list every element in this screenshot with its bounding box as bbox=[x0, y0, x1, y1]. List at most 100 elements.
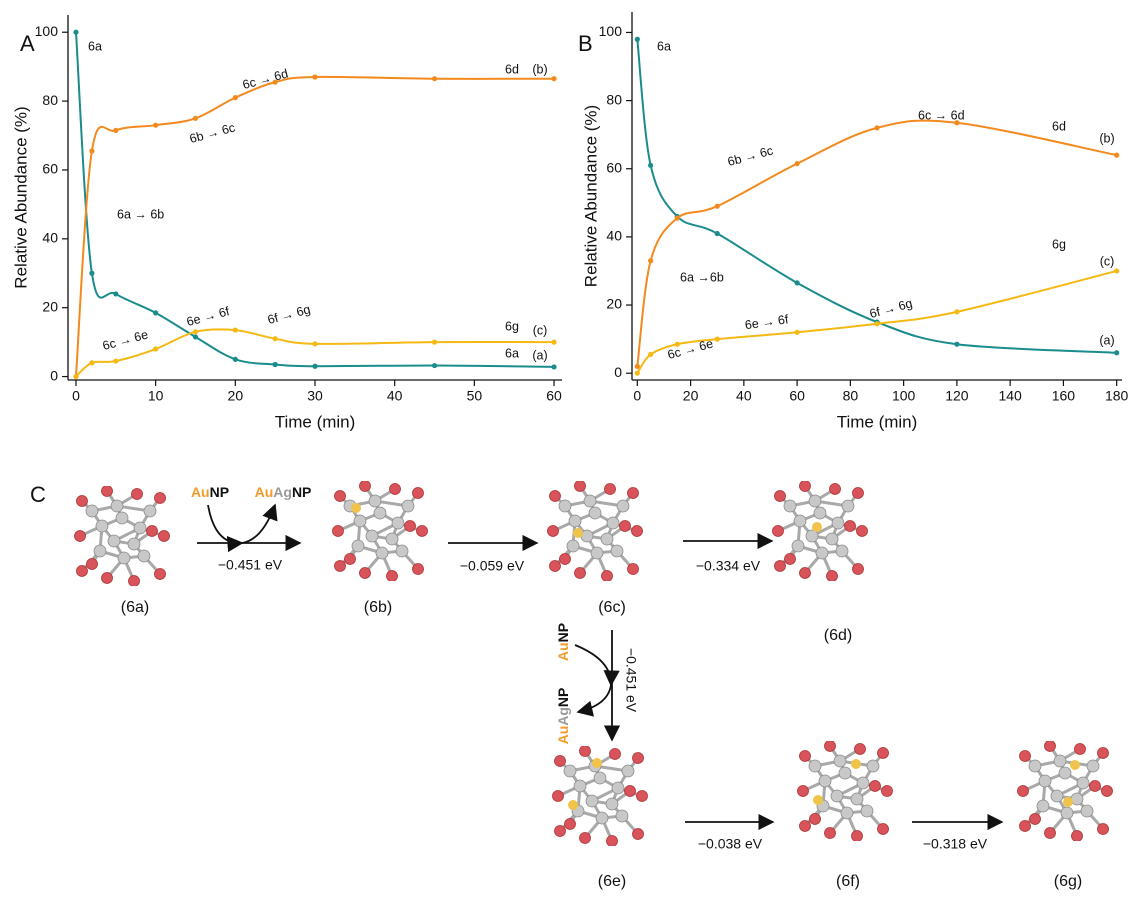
series-label: (b) bbox=[532, 62, 547, 76]
x-tick-label: 40 bbox=[387, 388, 403, 404]
data-point bbox=[193, 329, 198, 334]
annotation: 6c → 6d bbox=[241, 66, 290, 92]
gold-atom bbox=[813, 795, 823, 805]
x-tick-label: 20 bbox=[683, 388, 699, 404]
y-tick-label: 20 bbox=[42, 298, 58, 314]
arrow bbox=[208, 505, 242, 543]
data-point bbox=[635, 371, 640, 376]
data-point bbox=[551, 364, 556, 369]
y-tick-label: 100 bbox=[599, 23, 623, 39]
x-tick-label: 0 bbox=[633, 388, 641, 404]
reagent-part: Ag bbox=[555, 707, 571, 726]
compound-label: (6f) bbox=[836, 873, 860, 890]
data-point bbox=[1114, 268, 1119, 273]
data-point bbox=[551, 76, 556, 81]
arrow bbox=[575, 645, 611, 685]
arrow bbox=[578, 685, 611, 712]
compound-label: (6d) bbox=[824, 627, 852, 644]
data-point bbox=[874, 321, 879, 326]
energy-label: −0.451 eV bbox=[623, 648, 639, 713]
data-point bbox=[675, 216, 680, 221]
energy-label: −0.038 eV bbox=[698, 836, 763, 852]
cluster-6g bbox=[1018, 741, 1113, 842]
reagent-part: NP bbox=[292, 484, 311, 500]
series-label: (a) bbox=[1099, 333, 1114, 347]
x-tick-label: 120 bbox=[945, 388, 969, 404]
data-point bbox=[89, 271, 94, 276]
series-label: (c) bbox=[533, 323, 548, 337]
data-point bbox=[312, 364, 317, 369]
data-point bbox=[193, 334, 198, 339]
data-point bbox=[113, 291, 118, 296]
data-point bbox=[273, 336, 278, 341]
compound-label: (6g) bbox=[1054, 873, 1082, 890]
reagent: AuAgNP bbox=[255, 484, 312, 500]
annotation: 6c → 6e bbox=[101, 327, 150, 353]
x-tick-label: 50 bbox=[467, 388, 483, 404]
reagent-part: Au bbox=[555, 726, 571, 745]
scheme: C (6a) (6b) (6c) (6d) (6e) (6f) (6g) bbox=[30, 481, 1113, 891]
reagent: AuNP bbox=[191, 484, 229, 500]
cluster-6f bbox=[798, 741, 893, 842]
annotation: 6f → 6g bbox=[266, 302, 312, 327]
x-tick-label: 180 bbox=[1105, 388, 1129, 404]
x-tick-label: 80 bbox=[843, 388, 859, 404]
data-point bbox=[795, 161, 800, 166]
series-line bbox=[637, 121, 1116, 367]
annotation: 6a bbox=[505, 346, 519, 360]
cluster-6c bbox=[548, 481, 643, 582]
data-point bbox=[432, 340, 437, 345]
gold-atom bbox=[851, 759, 861, 769]
arrow bbox=[242, 505, 275, 543]
reagent-part: NP bbox=[555, 623, 571, 642]
annotation: 6c → 6e bbox=[666, 336, 715, 362]
energy-label: −0.059 eV bbox=[460, 558, 525, 574]
x-axis-label: Time (min) bbox=[837, 412, 918, 431]
compound-label: (6c) bbox=[598, 599, 626, 616]
annotation: 6g bbox=[505, 319, 519, 333]
compound-label: (6e) bbox=[598, 873, 626, 890]
gold-atom bbox=[573, 528, 583, 538]
data-point bbox=[312, 341, 317, 346]
y-axis-label: Relative Abundance (%) bbox=[11, 106, 30, 288]
data-point bbox=[233, 95, 238, 100]
data-point bbox=[648, 163, 653, 168]
data-point bbox=[273, 362, 278, 367]
annotation: 6d bbox=[505, 62, 519, 76]
data-point bbox=[73, 374, 78, 379]
y-tick-label: 60 bbox=[42, 161, 58, 177]
y-tick-label: 80 bbox=[42, 92, 58, 108]
x-tick-label: 100 bbox=[892, 388, 916, 404]
data-point bbox=[551, 340, 556, 345]
data-point bbox=[1114, 350, 1119, 355]
data-point bbox=[113, 128, 118, 133]
gold-atom bbox=[1070, 760, 1080, 770]
annotation: 6d bbox=[1052, 119, 1066, 133]
data-point bbox=[153, 346, 158, 351]
data-point bbox=[432, 363, 437, 368]
gold-atom bbox=[592, 758, 602, 768]
reagent-part: NP bbox=[210, 484, 229, 500]
data-point bbox=[715, 204, 720, 209]
annotation: 6a bbox=[657, 39, 671, 53]
reagent: AuNP bbox=[555, 623, 571, 661]
y-tick-label: 0 bbox=[614, 364, 622, 380]
gold-atom bbox=[1063, 797, 1073, 807]
data-point bbox=[233, 357, 238, 362]
reagent-part: NP bbox=[555, 688, 571, 707]
data-point bbox=[89, 360, 94, 365]
series-label: (b) bbox=[1099, 131, 1114, 145]
gold-atom bbox=[568, 800, 578, 810]
annotation: 6b → 6c bbox=[188, 121, 237, 147]
data-point bbox=[193, 116, 198, 121]
annotation: 6a →6b bbox=[680, 270, 724, 284]
data-point bbox=[153, 123, 158, 128]
reagent-part: Au bbox=[191, 484, 210, 500]
series-line bbox=[76, 77, 554, 377]
x-tick-label: 140 bbox=[998, 388, 1022, 404]
energy-label: −0.318 eV bbox=[923, 836, 988, 852]
annotation: 6f → 6g bbox=[868, 296, 914, 321]
cluster-6a bbox=[75, 486, 170, 587]
